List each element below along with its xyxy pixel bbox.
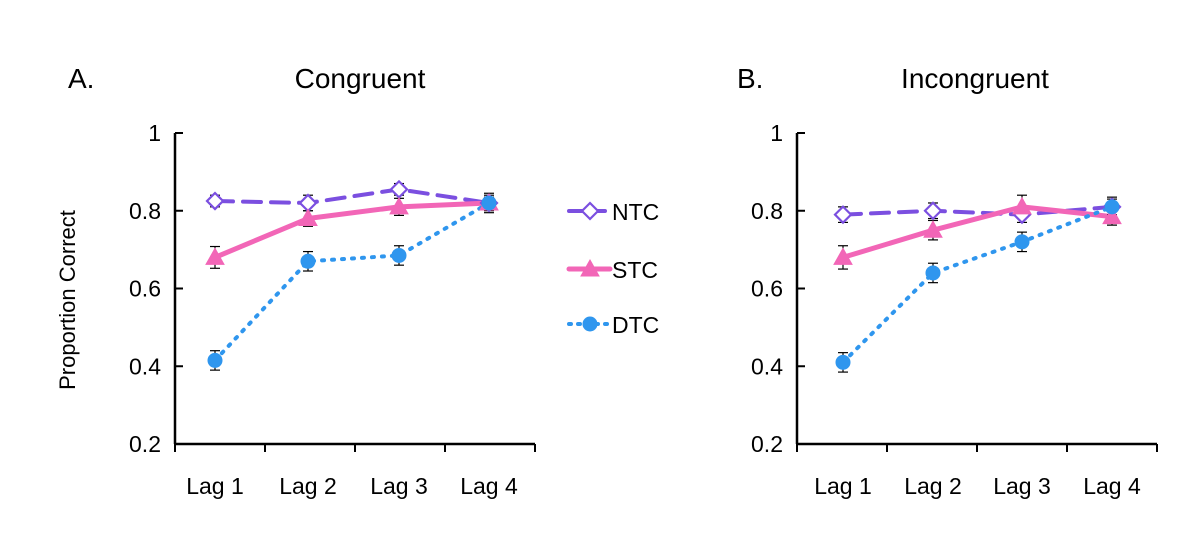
legend-symbol-dtc: [582, 316, 598, 332]
data-point-stc: [833, 247, 853, 265]
y-tick-label: 0.6: [129, 276, 161, 302]
legend-symbol-ntc: [580, 201, 600, 221]
x-tick-label: Lag 4: [460, 473, 518, 499]
data-point-stc: [298, 208, 318, 227]
panel-title: Congruent: [295, 63, 426, 94]
axes: [795, 133, 1157, 446]
x-tick-label: Lag 1: [186, 473, 244, 499]
y-ticks: 0.2 0.4 0.6 0.8 1: [751, 120, 805, 457]
y-tick-label: 0.4: [751, 353, 783, 379]
data-point-ntc: [205, 191, 225, 211]
x-ticks: Lag 1 Lag 2 Lag 3 Lag 4: [174, 444, 536, 499]
data-point-dtc: [391, 247, 407, 263]
data-point-ntc: [389, 179, 409, 199]
y-tick-label: 0.8: [751, 198, 783, 224]
data-point-dtc: [1104, 199, 1120, 215]
data-point-ntc: [833, 205, 853, 225]
data-point-dtc: [207, 352, 223, 368]
x-tick-label: Lag 3: [993, 473, 1051, 499]
legend-marker-dtc: [582, 316, 598, 332]
x-ticks: Lag 1 Lag 2 Lag 3 Lag 4: [796, 444, 1158, 499]
data-point-stc: [1102, 206, 1122, 225]
series-line-dtc: [841, 204, 1114, 365]
x-tick-label: Lag 4: [1083, 473, 1141, 499]
y-tick-label: 0.2: [129, 431, 161, 457]
x-tick-label: Lag 1: [814, 473, 872, 499]
legend-marker-stc: [580, 258, 600, 277]
panel-letter: A.: [68, 63, 94, 94]
legend-label-stc: STC: [612, 257, 658, 283]
data-point-stc: [389, 196, 409, 215]
y-axis-label: Proportion Correct: [55, 210, 80, 390]
data-point-stc: [205, 247, 225, 265]
data-point-dtc: [481, 195, 497, 211]
y-tick-label: 0.4: [129, 353, 161, 379]
data-point-stc: [1012, 196, 1032, 215]
series-line-ntc: [213, 187, 491, 205]
y-tick-label: 0.6: [751, 276, 783, 302]
data-point-ntc: [923, 201, 943, 221]
series-line-dtc: [213, 200, 491, 363]
data-point-dtc: [835, 354, 851, 370]
series-line-stc: [840, 204, 1115, 260]
plot-area: [205, 179, 499, 371]
axes: [173, 133, 535, 446]
y-tick-label: 0.8: [129, 198, 161, 224]
x-tick-label: Lag 2: [904, 473, 962, 499]
y-tick-label: 1: [770, 120, 783, 146]
legend: NTC STC DTC: [566, 199, 659, 338]
data-point-dtc: [300, 253, 316, 269]
data-point-stc: [923, 220, 943, 238]
y-ticks: 0.2 0.4 0.6 0.8 1: [129, 120, 183, 457]
legend-marker-ntc: [580, 201, 600, 221]
panel-title: Incongruent: [901, 63, 1049, 94]
legend-label-ntc: NTC: [612, 199, 659, 225]
legend-item-dtc: DTC: [567, 312, 659, 338]
y-tick-label: 1: [148, 120, 161, 146]
x-tick-label: Lag 2: [279, 473, 337, 499]
legend-item-stc: STC: [566, 257, 658, 283]
panel-congruent: A. Congruent 0.20.40.60.81 Lag 1 Lag 2 Lag…: [68, 63, 536, 499]
data-point-dtc: [1014, 234, 1030, 250]
legend-item-ntc: NTC: [567, 199, 659, 225]
panel-letter: B.: [737, 63, 763, 94]
plot-area: [833, 194, 1122, 373]
legend-symbol-stc: [580, 258, 600, 277]
y-tick-label: 0.2: [751, 431, 783, 457]
x-tick-label: Lag 3: [370, 473, 428, 499]
series-line-stc: [212, 200, 492, 260]
data-point-dtc: [925, 265, 941, 281]
legend-label-dtc: DTC: [612, 312, 659, 338]
